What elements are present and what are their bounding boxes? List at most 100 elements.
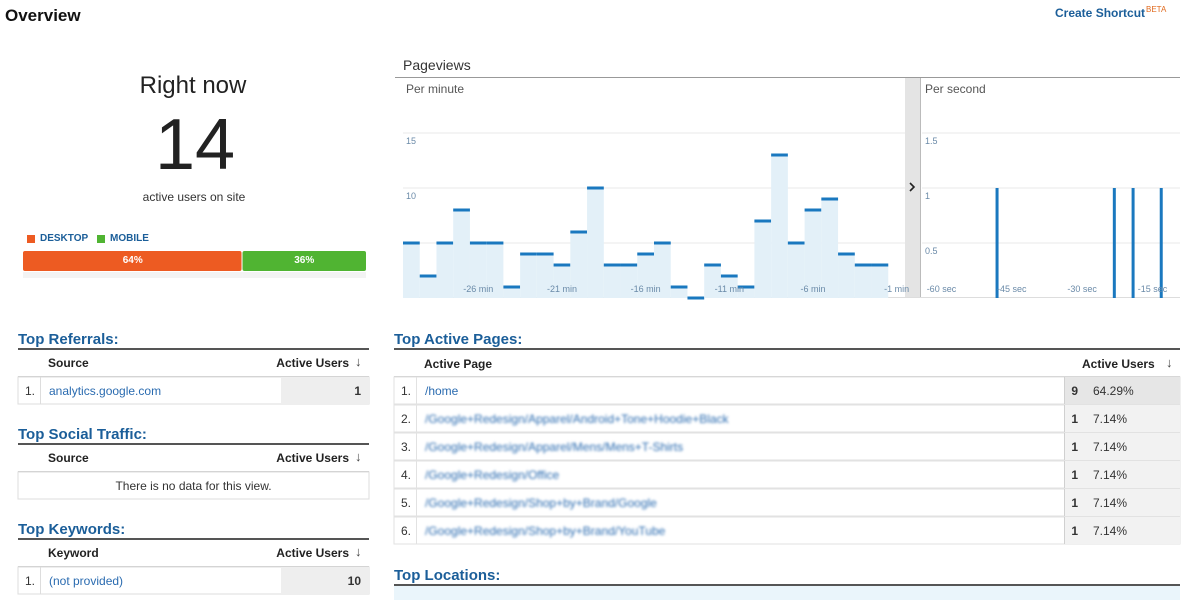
table-header-border [18,443,369,445]
row-value: 1 [1071,440,1078,454]
column-header[interactable]: Active Users [276,356,349,370]
value-cell [1064,405,1180,432]
bar [871,265,889,298]
per-minute-label: Per minute [406,82,465,96]
value-cell [281,567,369,594]
bar [587,188,604,298]
legend-swatch [97,235,105,243]
table-header-border [18,538,369,540]
bar [654,243,671,298]
bar [536,254,554,298]
column-header[interactable]: Active Users [276,546,349,560]
table-header [18,350,369,376]
row-index: 5. [401,496,412,510]
sort-arrow[interactable]: ↓ [355,544,362,559]
row-value: 1 [1071,496,1078,510]
bar [453,210,470,298]
device-bar [242,251,366,271]
column-header[interactable]: Active Page [424,357,493,371]
bar [486,243,504,298]
bar [403,243,420,298]
value-cell [1064,517,1180,544]
section-title: Top Locations: [394,567,501,584]
device-bar-label: 36% [294,255,315,266]
legend-swatch [27,235,35,243]
page-link[interactable]: /Google+Redesign/Shop+by+Brand/Google [425,496,657,510]
row-link[interactable]: (not provided) [49,574,124,588]
per-second-label: Per second [925,82,986,96]
x-tick-label: -1 min [884,284,909,294]
bar [737,287,755,298]
row-index: 6. [401,524,412,538]
row-index: 3. [401,440,412,454]
table-row [393,404,1181,433]
row-percent: 7.14% [1093,496,1128,510]
row-value: 1 [1071,524,1078,538]
row-value: 1 [1071,412,1078,426]
row-value: 10 [347,574,361,588]
bar [503,287,521,298]
active-users-count: 14 [154,105,236,185]
bar [553,265,571,298]
row-index: 4. [401,468,412,482]
column-header[interactable]: Keyword [48,546,99,560]
column-header[interactable]: Source [48,356,89,370]
page-link[interactable]: /Google+Redesign/Office [425,468,560,482]
row-percent: 7.14% [1093,468,1128,482]
column-header[interactable]: Active Users [1082,357,1155,371]
x-tick-label: -30 sec [1067,284,1097,294]
map-area [394,586,1180,600]
value-cell [1064,377,1180,404]
bar [704,265,721,298]
page-link[interactable]: /Google+Redesign/Apparel/Android+Tone+Ho… [425,412,729,426]
x-tick-label: -45 sec [997,284,1027,294]
y-tick-label: 10 [406,191,416,201]
bar [670,287,688,298]
sort-arrow[interactable]: ↓ [355,449,362,464]
row-percent: 64.29% [1093,384,1134,398]
bar [419,276,437,298]
section-title: Top Social Traffic: [18,426,147,443]
legend-label: DESKTOP [40,233,89,244]
row-link[interactable]: analytics.google.com [49,384,162,398]
table-row [393,460,1181,489]
bar [787,243,805,298]
table-header [18,445,369,471]
value-cell [1064,489,1180,516]
y-tick-label: 1.5 [925,136,938,146]
sort-arrow[interactable]: ↓ [355,354,362,369]
bar [771,155,788,298]
bar [854,265,872,298]
bar [620,265,638,298]
x-tick-label: -6 min [800,284,825,294]
pageviews-title: Pageviews [403,57,471,73]
sort-arrow[interactable]: ↓ [1166,355,1173,370]
table-row [393,432,1181,461]
row-percent: 7.14% [1093,524,1128,538]
row-value: 1 [354,384,361,398]
bar [637,254,654,298]
row-index: 2. [401,412,412,426]
page-link[interactable]: /Google+Redesign/Apparel/Mens/Mens+T-Shi… [425,440,684,454]
row-index: 1. [25,384,36,398]
page-link[interactable]: /Google+Redesign/Shop+by+Brand/YouTube [425,524,666,538]
right-now-title: Right now [139,72,247,99]
active-users-caption: active users on site [142,190,246,204]
bar [804,210,822,298]
bar [570,232,588,298]
y-tick-label: 15 [406,136,416,146]
row-percent: 7.14% [1093,412,1128,426]
section-title: Top Keywords: [18,521,126,538]
device-bar-shadow [23,272,243,278]
x-tick-label: -11 min [715,284,744,294]
column-header[interactable]: Source [48,451,89,465]
create-shortcut[interactable]: Create Shortcut [1055,6,1146,20]
beta-badge: BETA [1146,5,1167,14]
bar [520,254,537,298]
x-tick-label: -26 min [463,284,493,294]
page-link[interactable]: /home [425,384,459,398]
section-title: Top Active Pages: [394,331,523,348]
column-header[interactable]: Active Users [276,451,349,465]
